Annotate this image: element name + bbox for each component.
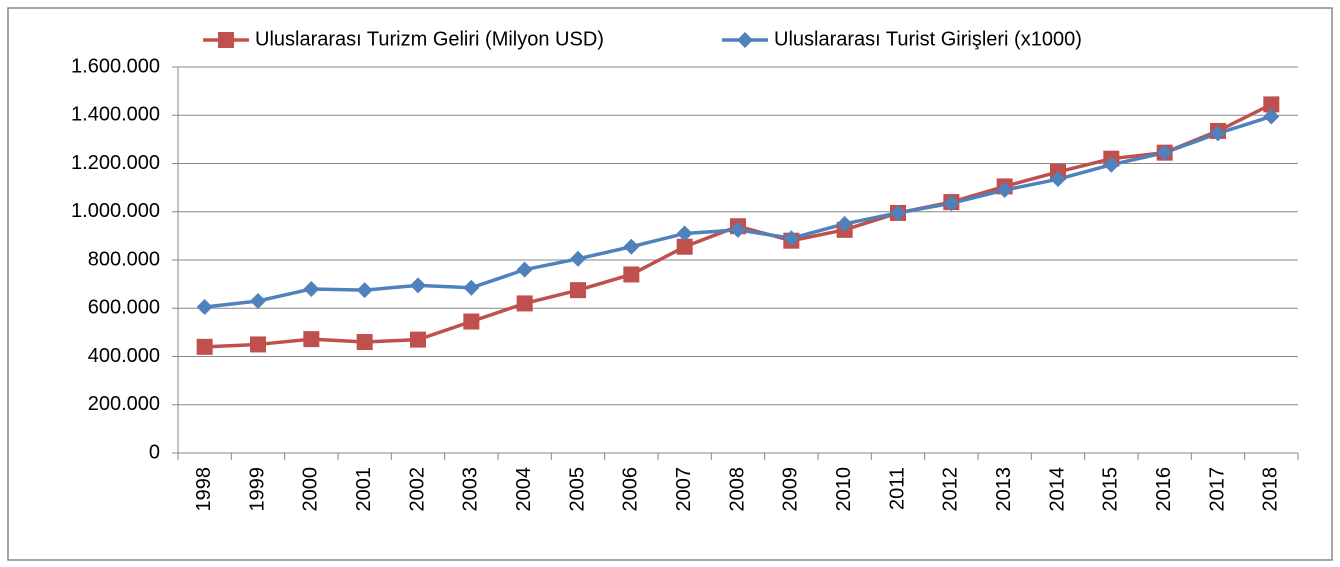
x-tick-label: 2016 xyxy=(1153,467,1175,512)
point xyxy=(1263,108,1280,125)
x-tick-label: 2004 xyxy=(513,467,535,512)
x-tick-label: 2003 xyxy=(460,467,482,512)
point xyxy=(356,282,373,299)
point xyxy=(303,280,320,297)
x-tick-label: 2014 xyxy=(1046,467,1068,512)
y-tick-label: 800.000 xyxy=(88,248,160,270)
point xyxy=(730,221,746,238)
point xyxy=(1103,156,1120,173)
x-tick-label: 2007 xyxy=(673,467,695,512)
point xyxy=(516,261,533,278)
legend-marker xyxy=(218,32,234,48)
point xyxy=(196,338,213,355)
y-tick-label: 1.600.000 xyxy=(71,55,160,77)
point xyxy=(1210,125,1226,142)
legend-label: Uluslararası Turizm Geliri (Milyon USD) xyxy=(255,28,604,50)
y-tick-label: 200.000 xyxy=(88,393,160,415)
point xyxy=(303,331,320,348)
point xyxy=(570,250,586,267)
point xyxy=(890,204,906,221)
x-tick-label: 2018 xyxy=(1260,467,1282,512)
y-tick-label: 0 xyxy=(149,441,160,463)
point xyxy=(250,336,266,353)
x-tick-label: 2010 xyxy=(833,467,855,512)
point xyxy=(410,331,426,348)
point xyxy=(516,295,533,312)
x-tick-label: 2008 xyxy=(726,467,748,512)
point xyxy=(676,238,693,255)
x-tick-label: 2011 xyxy=(886,467,908,510)
point xyxy=(623,266,640,283)
point xyxy=(410,277,426,294)
point xyxy=(676,225,693,242)
point xyxy=(943,195,960,212)
x-tick-label: 2012 xyxy=(940,467,962,512)
x-tick-label: 1999 xyxy=(246,467,268,512)
point xyxy=(996,182,1013,199)
point xyxy=(783,230,800,247)
x-tick-label: 2009 xyxy=(780,467,802,512)
point xyxy=(1050,171,1066,188)
x-tick-label: 2002 xyxy=(406,467,428,512)
chart-border xyxy=(7,7,1333,561)
legend-label: Uluslararası Turist Girişleri (x1000) xyxy=(774,28,1082,50)
x-tick-label: 2013 xyxy=(993,467,1015,512)
y-tick-label: 1.200.000 xyxy=(71,152,160,174)
y-tick-label: 600.000 xyxy=(88,297,160,319)
x-tick-label: 2000 xyxy=(300,467,322,512)
point xyxy=(1156,144,1173,161)
point xyxy=(1263,96,1280,113)
x-tick-label: 2015 xyxy=(1100,467,1122,512)
point xyxy=(356,334,373,351)
point xyxy=(196,299,213,316)
point xyxy=(463,279,480,296)
point xyxy=(250,293,266,310)
x-tick-label: 2017 xyxy=(1206,467,1228,512)
point xyxy=(836,215,853,232)
x-tick-label: 1998 xyxy=(193,467,215,512)
point xyxy=(623,238,640,255)
x-tick-label: 2006 xyxy=(620,467,642,512)
y-tick-label: 1.400.000 xyxy=(71,104,160,126)
point xyxy=(463,313,480,330)
x-tick-label: 2005 xyxy=(566,467,588,512)
legend-marker xyxy=(737,32,753,48)
y-tick-label: 1.000.000 xyxy=(71,200,160,222)
point xyxy=(570,282,586,299)
x-tick-label: 2001 xyxy=(353,467,375,512)
y-tick-label: 400.000 xyxy=(88,345,160,367)
